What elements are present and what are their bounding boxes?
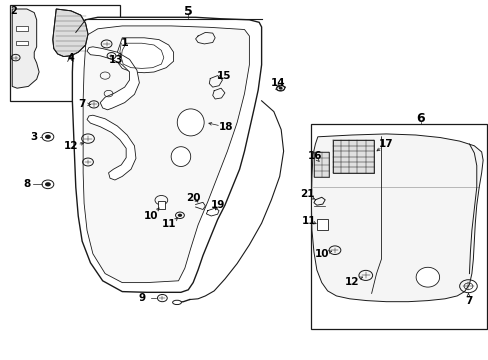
Text: 7: 7 bbox=[78, 99, 86, 109]
Polygon shape bbox=[117, 38, 173, 73]
Text: 14: 14 bbox=[270, 78, 285, 88]
Text: 11: 11 bbox=[161, 219, 176, 229]
Bar bbox=[314, 152, 328, 177]
Circle shape bbox=[45, 182, 51, 186]
Text: 7: 7 bbox=[464, 296, 471, 306]
Bar bbox=[158, 201, 164, 209]
Text: 5: 5 bbox=[183, 5, 192, 18]
Text: 6: 6 bbox=[415, 112, 424, 125]
Text: 20: 20 bbox=[185, 193, 200, 203]
Ellipse shape bbox=[415, 267, 439, 287]
Text: 10: 10 bbox=[143, 211, 158, 221]
Polygon shape bbox=[72, 17, 261, 292]
Ellipse shape bbox=[177, 109, 204, 136]
Text: 11: 11 bbox=[301, 216, 316, 226]
Bar bbox=[332, 140, 373, 173]
Text: 18: 18 bbox=[218, 122, 233, 132]
Circle shape bbox=[278, 87, 282, 90]
Text: 2: 2 bbox=[10, 6, 17, 16]
Text: 21: 21 bbox=[299, 189, 314, 199]
Polygon shape bbox=[311, 134, 482, 302]
Text: 12: 12 bbox=[63, 141, 78, 151]
Bar bbox=[16, 41, 28, 45]
Text: 4: 4 bbox=[67, 53, 74, 63]
Text: 8: 8 bbox=[23, 179, 30, 189]
Text: 13: 13 bbox=[109, 55, 123, 66]
Text: 19: 19 bbox=[210, 200, 224, 210]
Ellipse shape bbox=[172, 300, 181, 305]
Polygon shape bbox=[53, 9, 88, 57]
Polygon shape bbox=[87, 47, 139, 110]
Text: 9: 9 bbox=[138, 293, 145, 303]
Bar bbox=[10, 5, 120, 101]
Text: 1: 1 bbox=[121, 38, 128, 48]
Text: 3: 3 bbox=[31, 132, 38, 142]
Text: 17: 17 bbox=[378, 139, 393, 149]
Polygon shape bbox=[83, 26, 249, 283]
Circle shape bbox=[177, 213, 182, 217]
Bar bbox=[16, 26, 28, 31]
Polygon shape bbox=[87, 115, 136, 180]
Text: 16: 16 bbox=[307, 150, 322, 161]
Bar bbox=[316, 219, 327, 230]
Circle shape bbox=[45, 135, 51, 139]
Text: 12: 12 bbox=[344, 276, 359, 287]
Bar bbox=[310, 124, 486, 329]
Ellipse shape bbox=[171, 147, 190, 166]
Polygon shape bbox=[12, 9, 39, 88]
Text: 15: 15 bbox=[216, 71, 231, 81]
Text: 10: 10 bbox=[314, 249, 328, 259]
